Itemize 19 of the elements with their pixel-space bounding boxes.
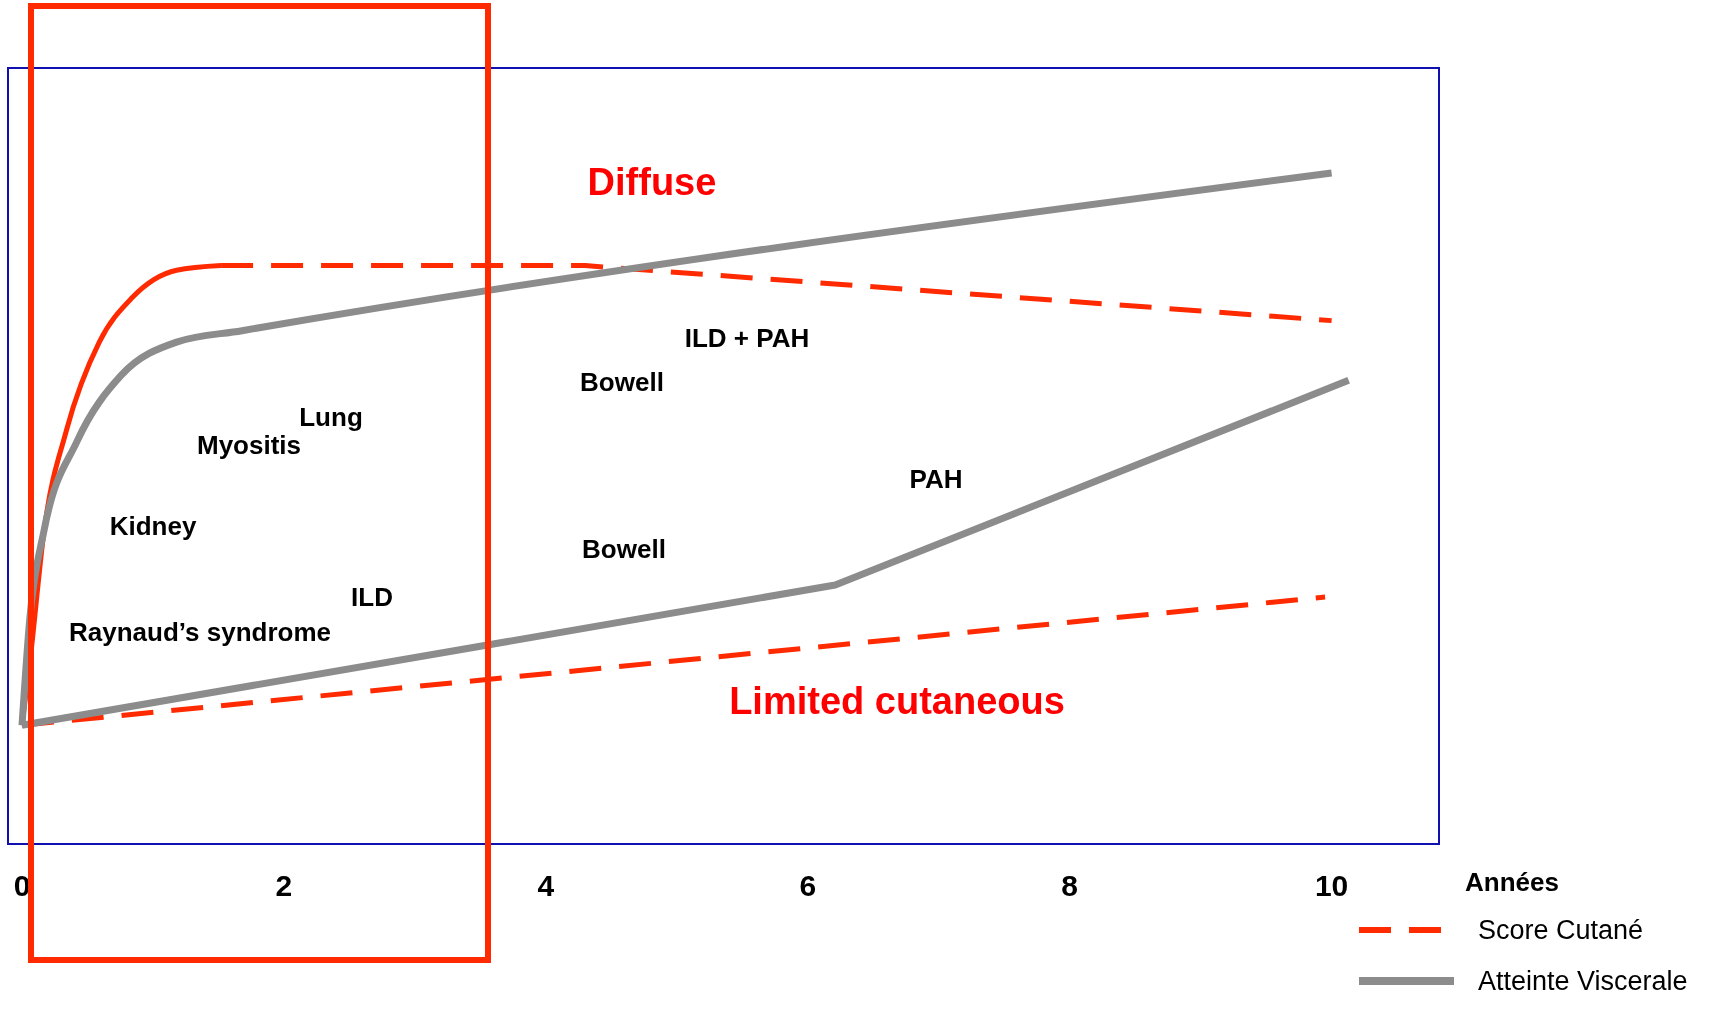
- annotation: Raynaud’s syndrome: [68, 617, 332, 647]
- x-tick-label: 10: [1314, 869, 1349, 902]
- annotation: Lung: [299, 402, 363, 432]
- x-tick-label: 8: [1061, 869, 1079, 902]
- annotation: ILD: [351, 582, 393, 612]
- x-tick-label: 2: [275, 869, 293, 902]
- annotation: Kidney: [109, 511, 197, 541]
- legend-label: Score Cutané: [1478, 915, 1644, 945]
- annotation: Myositis: [196, 430, 302, 460]
- annotation: ILD + PAH: [684, 323, 810, 353]
- x-axis-title: Années: [1465, 867, 1559, 897]
- legend-label: Atteinte Viscerale: [1478, 966, 1688, 996]
- annotation: Bowell: [582, 534, 666, 564]
- annotation: Limited cutaneous: [729, 680, 1065, 722]
- x-tick-label: 6: [799, 869, 817, 902]
- annotation: PAH: [909, 464, 963, 494]
- annotation: Bowell: [580, 367, 664, 397]
- x-tick-label: 4: [537, 869, 555, 902]
- annotation: Diffuse: [587, 161, 717, 203]
